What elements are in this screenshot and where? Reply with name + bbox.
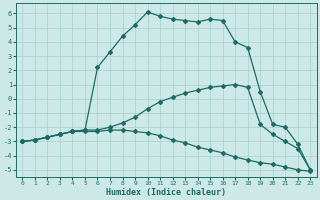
X-axis label: Humidex (Indice chaleur): Humidex (Indice chaleur) (106, 188, 226, 197)
